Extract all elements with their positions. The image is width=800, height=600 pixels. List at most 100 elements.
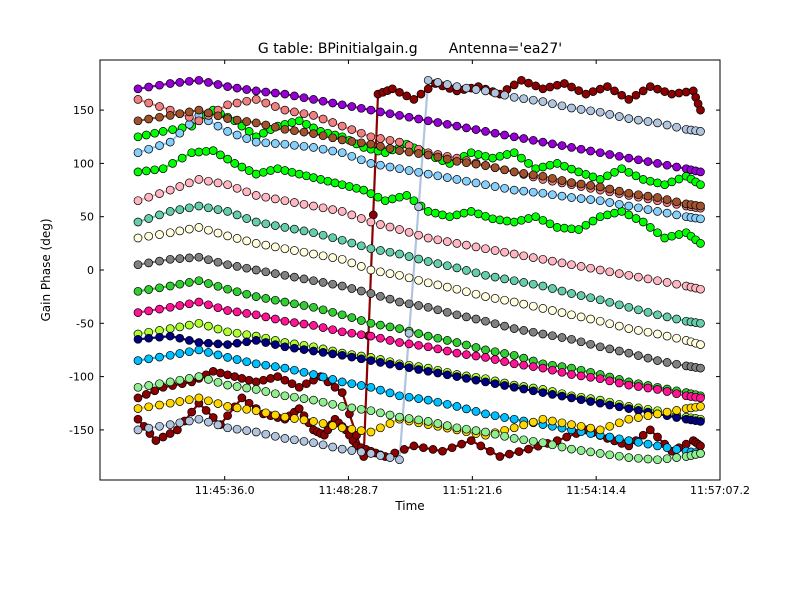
data-point bbox=[433, 368, 443, 378]
data-point bbox=[462, 266, 471, 275]
data-point bbox=[433, 280, 443, 290]
data-point bbox=[385, 359, 395, 369]
data-point bbox=[201, 406, 211, 415]
data-point bbox=[356, 426, 366, 435]
data-point bbox=[438, 446, 447, 456]
data-point bbox=[674, 230, 684, 239]
data-point bbox=[471, 178, 481, 188]
data-point bbox=[337, 350, 347, 360]
data-point bbox=[495, 452, 505, 461]
data-point bbox=[280, 105, 290, 115]
data-point bbox=[223, 207, 232, 216]
data-point bbox=[232, 382, 242, 391]
data-point bbox=[519, 360, 529, 370]
data-point bbox=[481, 292, 490, 301]
data-point bbox=[662, 312, 672, 322]
data-point bbox=[175, 78, 185, 87]
data-point bbox=[165, 398, 175, 408]
data-point bbox=[232, 234, 242, 243]
data-point bbox=[409, 95, 419, 104]
data-point bbox=[545, 82, 555, 92]
data-point bbox=[645, 223, 655, 232]
data-point bbox=[462, 176, 471, 186]
data-point bbox=[614, 300, 624, 310]
data-point bbox=[299, 345, 309, 354]
data-point bbox=[481, 409, 490, 419]
data-point bbox=[223, 180, 232, 190]
data-point bbox=[232, 210, 242, 220]
data-point bbox=[328, 307, 338, 317]
data-point bbox=[395, 391, 404, 401]
data-point bbox=[150, 386, 160, 396]
data-point bbox=[232, 287, 242, 297]
data-point bbox=[653, 207, 662, 216]
data-point bbox=[423, 233, 433, 243]
data-point bbox=[509, 132, 519, 142]
data-point bbox=[674, 88, 684, 98]
data-point bbox=[462, 240, 471, 250]
data-point bbox=[660, 233, 670, 243]
data-point bbox=[442, 154, 452, 164]
data-point bbox=[481, 86, 490, 96]
data-point bbox=[557, 191, 567, 201]
data-point bbox=[318, 323, 328, 332]
data-point bbox=[223, 260, 232, 270]
data-point bbox=[261, 138, 271, 148]
data-point bbox=[576, 312, 586, 322]
data-point bbox=[328, 118, 338, 127]
data-point bbox=[251, 377, 261, 387]
data-point bbox=[184, 107, 194, 117]
data-point bbox=[385, 144, 395, 153]
data-point bbox=[213, 324, 223, 334]
data-point bbox=[595, 449, 605, 458]
data-point bbox=[395, 455, 404, 465]
data-point bbox=[452, 239, 462, 248]
x-tick-label: 11:45:36.0 bbox=[195, 484, 255, 497]
data-point bbox=[610, 208, 619, 218]
data-point bbox=[634, 413, 643, 422]
data-point bbox=[696, 393, 705, 403]
data-point bbox=[471, 159, 481, 169]
data-point bbox=[605, 400, 615, 410]
data-point bbox=[184, 347, 194, 357]
data-point bbox=[373, 192, 383, 202]
data-point bbox=[696, 417, 705, 426]
data-point bbox=[531, 81, 541, 91]
data-point bbox=[471, 85, 481, 94]
data-point bbox=[696, 167, 705, 177]
data-point bbox=[133, 116, 143, 126]
data-point bbox=[595, 148, 605, 158]
data-point bbox=[175, 254, 185, 263]
data-point bbox=[653, 356, 662, 365]
data-point bbox=[624, 324, 634, 333]
data-point bbox=[366, 159, 376, 168]
data-point bbox=[213, 399, 223, 408]
data-point bbox=[605, 421, 615, 431]
data-point bbox=[404, 273, 414, 283]
data-point bbox=[232, 83, 242, 93]
data-point bbox=[624, 167, 634, 177]
data-point bbox=[634, 155, 643, 165]
data-point bbox=[423, 342, 433, 352]
data-point bbox=[519, 94, 529, 104]
data-point bbox=[223, 411, 232, 421]
data-point bbox=[576, 194, 586, 203]
data-point bbox=[223, 306, 232, 315]
data-point bbox=[452, 263, 462, 273]
data-point bbox=[481, 270, 490, 280]
data-point bbox=[519, 251, 529, 261]
data-point bbox=[244, 375, 254, 385]
data-point bbox=[165, 302, 175, 312]
data-point bbox=[294, 382, 304, 392]
data-point bbox=[576, 446, 586, 455]
data-point bbox=[133, 95, 143, 104]
data-point bbox=[502, 216, 512, 226]
data-point bbox=[194, 175, 204, 184]
data-point bbox=[462, 424, 471, 434]
data-point bbox=[144, 114, 154, 124]
data-point bbox=[595, 295, 605, 305]
data-point bbox=[414, 301, 423, 310]
data-point bbox=[576, 395, 586, 405]
data-point bbox=[242, 383, 252, 393]
data-point bbox=[270, 410, 280, 420]
